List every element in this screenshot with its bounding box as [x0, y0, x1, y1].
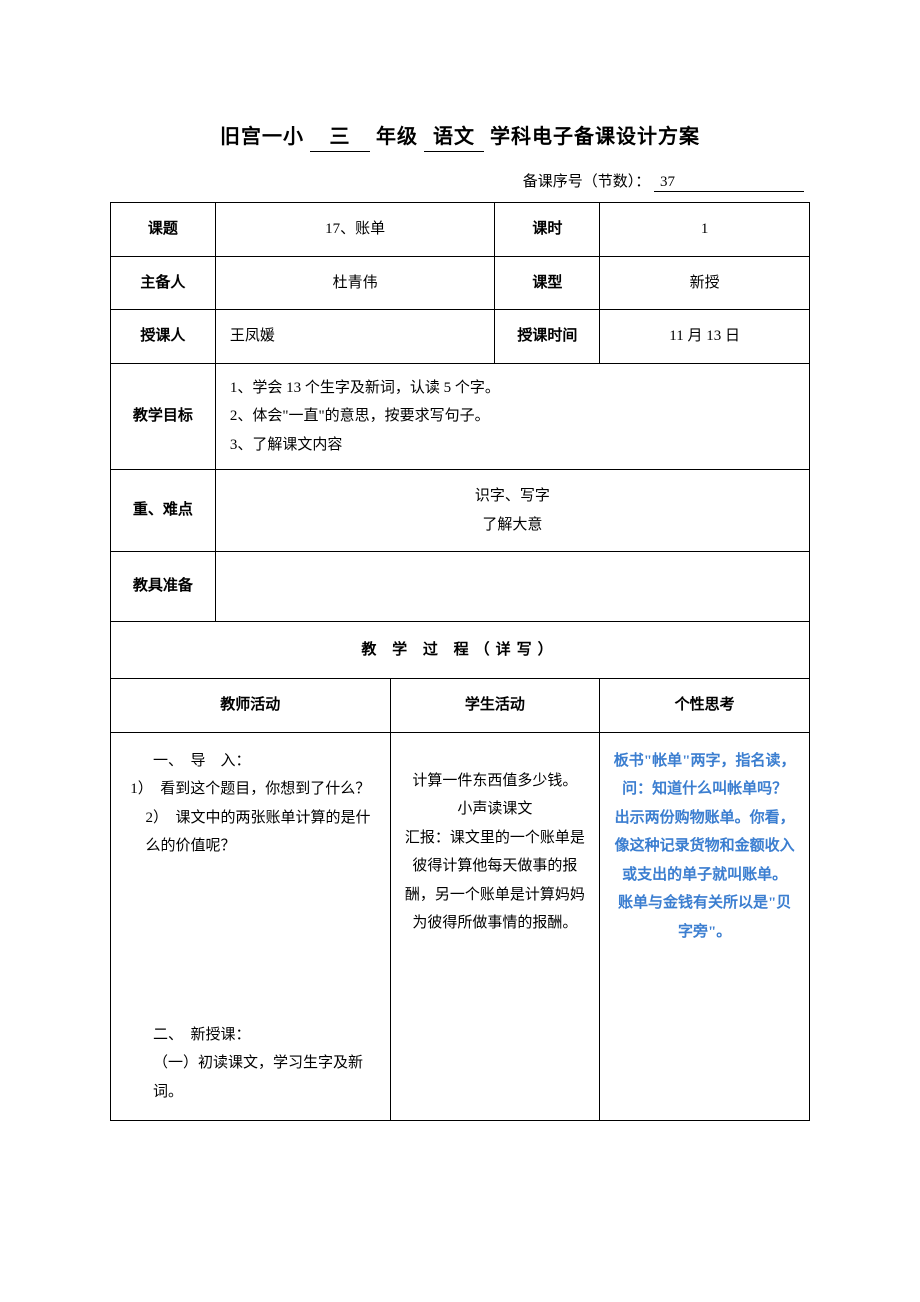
row-teacher: 授课人 王凤媛 授课时间 11 月 13 日: [111, 310, 810, 364]
process-header: 教 学 过 程（详写）: [111, 621, 810, 679]
student-line-3: 汇报：课文里的一个账单是彼得计算他每天做事的报酬，另一个账单是计算妈妈为彼得所做…: [403, 824, 588, 938]
teacher-line-3: 2） 课文中的两张账单计算的是什么的价值呢？: [123, 804, 378, 861]
value-date: 11 月 13 日: [600, 310, 810, 364]
school-name: 旧宫一小: [220, 126, 304, 148]
teacher-activity: 一、 导 入： 1） 看到这个题目，你想到了什么？ 2） 课文中的两张账单计算的…: [111, 732, 391, 1121]
value-period: 1: [600, 203, 810, 257]
row-goal: 教学目标 1、学会 13 个生字及新词，认读 5 个字。 2、体会"一直"的意思…: [111, 363, 810, 470]
goal-line-1: 1、学会 13 个生字及新词，认读 5 个字。: [230, 374, 795, 403]
row-preparer: 主备人 杜青伟 课型 新授: [111, 256, 810, 310]
row-topic: 课题 17、账单 课时 1: [111, 203, 810, 257]
goal-line-3: 3、了解课文内容: [230, 431, 795, 460]
value-topic: 17、账单: [215, 203, 495, 257]
teacher-line-4: 二、 新授课：: [123, 1021, 378, 1050]
sequence-line: 备课序号（节数）： 37: [110, 170, 810, 192]
label-teacher: 授课人: [111, 310, 216, 364]
student-line-1: 计算一件东西值多少钱。: [403, 767, 588, 796]
label-tool: 教具准备: [111, 552, 216, 622]
label-period: 课时: [495, 203, 600, 257]
label-topic: 课题: [111, 203, 216, 257]
teacher-line-2: 1） 看到这个题目，你想到了什么？: [123, 775, 378, 804]
think-line-2: 出示两份购物账单。你看，像这种记录货物和金额收入或支出的单子就叫账单。: [612, 804, 797, 890]
lesson-plan-document: 旧宫一小 三 年级 语文 学科电子备课设计方案 备课序号（节数）： 37 课题 …: [0, 0, 920, 1181]
teacher-line-5: （一）初读课文，学习生字及新词。: [123, 1049, 378, 1106]
keypoint-line-1: 识字、写字: [224, 482, 801, 511]
row-keypoint: 重、难点 识字、写字 了解大意: [111, 470, 810, 552]
col-think: 个性思考: [600, 679, 810, 733]
value-type: 新授: [600, 256, 810, 310]
personal-thinking: 板书"帐单"两字，指名读，问：知道什么叫帐单吗？ 出示两份购物账单。你看，像这种…: [600, 732, 810, 1121]
row-process-body: 一、 导 入： 1） 看到这个题目，你想到了什么？ 2） 课文中的两张账单计算的…: [111, 732, 810, 1121]
label-keypoint: 重、难点: [111, 470, 216, 552]
seq-value: 37: [654, 174, 804, 192]
label-goal: 教学目标: [111, 363, 216, 470]
keypoint-line-2: 了解大意: [224, 511, 801, 540]
row-process-cols: 教师活动 学生活动 个性思考: [111, 679, 810, 733]
label-type: 课型: [495, 256, 600, 310]
label-preparer: 主备人: [111, 256, 216, 310]
grade-label: 年级: [376, 126, 418, 148]
col-student: 学生活动: [390, 679, 600, 733]
goal-line-2: 2、体会"一直"的意思，按要求写句子。: [230, 402, 795, 431]
student-activity: 计算一件东西值多少钱。 小声读课文 汇报：课文里的一个账单是彼得计算他每天做事的…: [390, 732, 600, 1121]
document-title: 旧宫一小 三 年级 语文 学科电子备课设计方案: [110, 120, 810, 152]
student-line-2: 小声读课文: [403, 795, 588, 824]
think-line-3: 账单与金钱有关所以是"贝字旁"。: [612, 889, 797, 946]
doc-label: 学科电子备课设计方案: [490, 126, 700, 148]
teacher-line-1: 一、 导 入：: [123, 747, 378, 776]
value-teacher: 王凤媛: [215, 310, 495, 364]
student-spacer-top: [403, 747, 588, 767]
value-goal: 1、学会 13 个生字及新词，认读 5 个字。 2、体会"一直"的意思，按要求写…: [215, 363, 809, 470]
col-teacher: 教师活动: [111, 679, 391, 733]
seq-label: 备课序号（节数）：: [523, 174, 651, 190]
value-preparer: 杜青伟: [215, 256, 495, 310]
teacher-spacer: [123, 861, 378, 1021]
value-tool: [215, 552, 809, 622]
grade-value: 三: [310, 120, 370, 152]
lesson-plan-table: 课题 17、账单 课时 1 主备人 杜青伟 课型 新授 授课人 王凤媛 授课时间…: [110, 202, 810, 1121]
row-tool: 教具准备: [111, 552, 810, 622]
subject-value: 语文: [424, 120, 484, 152]
think-line-1: 板书"帐单"两字，指名读，问：知道什么叫帐单吗？: [612, 747, 797, 804]
row-process-header: 教 学 过 程（详写）: [111, 621, 810, 679]
value-keypoint: 识字、写字 了解大意: [215, 470, 809, 552]
label-date: 授课时间: [495, 310, 600, 364]
